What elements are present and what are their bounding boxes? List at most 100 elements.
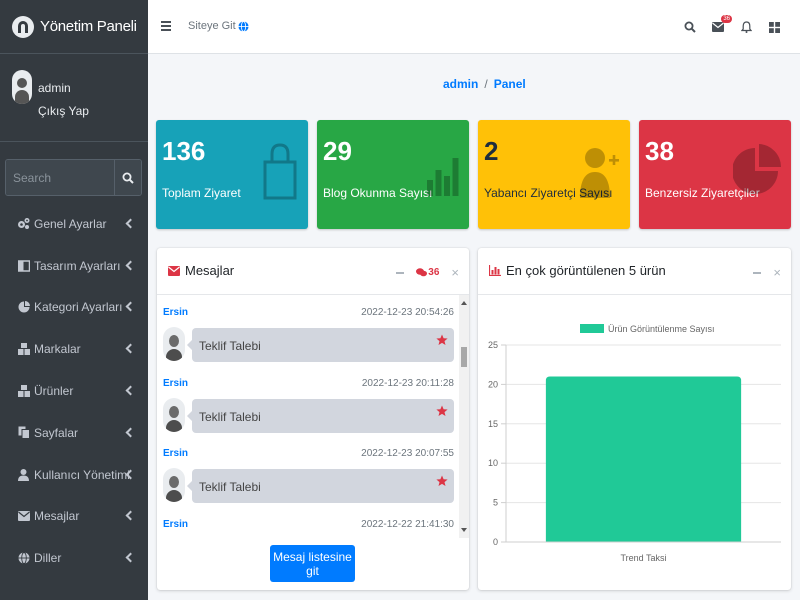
message-count-badge[interactable]: 36	[416, 267, 439, 278]
card-tools: 36 ×	[396, 265, 459, 280]
columns-icon	[17, 259, 30, 272]
logout-link[interactable]: Çıkış Yap	[38, 104, 89, 118]
search-button[interactable]	[114, 160, 141, 195]
stat-label: Yabancı Ziyaretçi Sayısı	[484, 186, 613, 200]
y-axis: 0 5 10 15 20 25	[488, 340, 507, 547]
stat-box-unique-visitors[interactable]: 38 Benzersiz Ziyaretçiler	[639, 120, 791, 229]
sidebar-item-kategori-ayarlari[interactable]: Kategori Ayarları	[0, 287, 148, 329]
stat-box-total-visits[interactable]: 136 Toplam Ziyaret	[156, 120, 308, 229]
sidebar-item-label: Mesajlar	[34, 509, 80, 524]
menu-toggle-icon[interactable]	[161, 21, 171, 31]
mail-badge: 36	[721, 15, 732, 23]
search-icon	[122, 172, 134, 184]
chart-area: 0 5 10 15 20 25 Trend Taksi Ürün Görüntülenme…	[478, 295, 791, 588]
chevron-left-icon	[125, 385, 136, 396]
avatar	[12, 70, 32, 104]
brand[interactable]: Yönetim Paneli	[0, 0, 148, 54]
site-link[interactable]: Siteye Git	[188, 20, 249, 32]
star-icon[interactable]	[436, 405, 448, 417]
y-tick-label: 0	[493, 537, 498, 547]
sidebar-item-diller[interactable]: Diller	[0, 537, 148, 579]
boxes-icon	[17, 385, 30, 398]
chevron-left-icon	[125, 302, 136, 312]
chevron-left-icon	[125, 218, 136, 229]
scroll-up-icon[interactable]	[461, 301, 467, 305]
sidebar-item-mesajlar[interactable]: Mesajlar	[0, 496, 148, 538]
sidebar-item-label: Markalar	[34, 342, 81, 357]
avatar	[163, 397, 185, 432]
star-icon[interactable]	[436, 334, 448, 346]
message-sender: Ersin	[163, 307, 189, 318]
message-sender: Ersin	[163, 377, 189, 389]
card-tools: ×	[753, 265, 781, 280]
scroll-thumb[interactable]	[461, 347, 467, 367]
comments-icon	[416, 268, 428, 277]
sidebar-item-kullanici-yonetimi[interactable]: Kullanıcı Yönetimi	[0, 454, 148, 496]
grid-icon	[768, 21, 780, 33]
star-icon[interactable]	[436, 475, 448, 487]
cogs-icon	[17, 217, 30, 230]
site-link-label: Siteye Git	[188, 20, 236, 32]
bar-chart: 0 5 10 15 20 25 Trend Taksi Ürün Görüntülenme…	[488, 324, 781, 563]
sidebar-item-tasarim-ayarlari[interactable]: Tasarım Ayarları	[0, 245, 148, 287]
collapse-icon[interactable]	[753, 271, 762, 274]
search-button[interactable]	[676, 18, 704, 36]
avatar	[163, 468, 185, 502]
envelope-icon	[168, 265, 180, 276]
breadcrumb: admin / Panel	[443, 77, 526, 91]
sidebar-item-label: Tasarım Ayarları	[34, 258, 121, 273]
search-input[interactable]	[6, 160, 114, 195]
sidebar-item-urunler[interactable]: Ürünler	[0, 370, 148, 412]
apps-button[interactable]	[760, 18, 788, 36]
stat-box-blog-reads[interactable]: 29 Blog Okunma Sayısı	[317, 120, 469, 229]
brand-title: Yönetim Paneli	[40, 18, 137, 35]
notifications-button[interactable]	[732, 18, 760, 36]
message-sender: Ersin	[163, 518, 189, 530]
list-item: Ersin 2022-12-22 21:41:30	[157, 507, 457, 539]
y-tick-label: 15	[488, 419, 498, 429]
card-title-text: Mesajlar	[185, 263, 235, 278]
sidebar-nav: Genel Ayarlar Tasarım Ayarları Kategori …	[0, 203, 148, 579]
pie-chart-icon	[733, 144, 781, 194]
user-name[interactable]: admin	[38, 81, 71, 95]
brand-logo-icon	[12, 15, 34, 38]
sidebar-search	[5, 159, 142, 196]
sidebar-item-genel-ayarlar[interactable]: Genel Ayarlar	[0, 203, 148, 245]
message-sender: Ersin	[163, 448, 189, 459]
y-tick-label: 10	[488, 458, 498, 468]
stat-label: Toplam Ziyaret	[162, 186, 241, 200]
mail-button[interactable]: 36	[704, 15, 732, 36]
sidebar-item-sayfalar[interactable]: Sayfalar	[0, 412, 148, 454]
sidebar-item-markalar[interactable]: Markalar	[0, 328, 148, 370]
boxes-icon	[17, 343, 30, 356]
list-item: Ersin 2022-12-23 20:07:55 Teklif Talebi	[157, 436, 457, 506]
stat-value: 136	[162, 136, 206, 166]
pie-icon	[17, 301, 30, 314]
sidebar-item-label: Kategori Ayarları	[34, 300, 123, 315]
stat-box-foreign-visitors[interactable]: 2 Yabancı Ziyaretçi Sayısı	[478, 120, 630, 229]
chevron-left-icon	[125, 260, 136, 271]
list-item: Ersin 2022-12-23 20:54:26 Teklif Talebi	[157, 295, 457, 365]
collapse-icon[interactable]	[396, 271, 405, 274]
chart-card: En çok görüntülenen 5 ürün × 0 5 10 15 20 25 …	[478, 248, 791, 590]
breadcrumb-current: Panel	[493, 77, 526, 91]
y-tick-label: 25	[488, 340, 498, 350]
chart-bars	[545, 376, 742, 542]
sidebar-item-label: Kullanıcı Yönetimi	[34, 467, 130, 482]
messages-scrollbar[interactable]	[459, 295, 469, 538]
message-bubble[interactable]: Teklif Talebi	[187, 469, 454, 503]
sidebar-item-label: Ürünler	[34, 384, 74, 399]
card-header: Mesajlar 36 ×	[157, 248, 469, 295]
close-icon[interactable]: ×	[451, 265, 459, 280]
scroll-down-icon[interactable]	[461, 528, 467, 532]
envelope-icon	[17, 510, 30, 523]
message-bubble[interactable]: Teklif Talebi	[187, 398, 454, 433]
breadcrumb-home[interactable]: admin	[443, 77, 479, 91]
message-list-button[interactable]: Mesaj listesine git	[270, 545, 355, 582]
list-item: Ersin 2022-12-23 20:11:28 Teklif Talebi	[157, 366, 457, 436]
close-icon[interactable]: ×	[773, 265, 781, 280]
stat-label: Blog Okunma Sayısı	[323, 186, 433, 200]
message-bubble[interactable]: Teklif Talebi	[187, 328, 454, 362]
stat-value: 38	[645, 136, 674, 166]
legend-swatch	[580, 324, 604, 333]
